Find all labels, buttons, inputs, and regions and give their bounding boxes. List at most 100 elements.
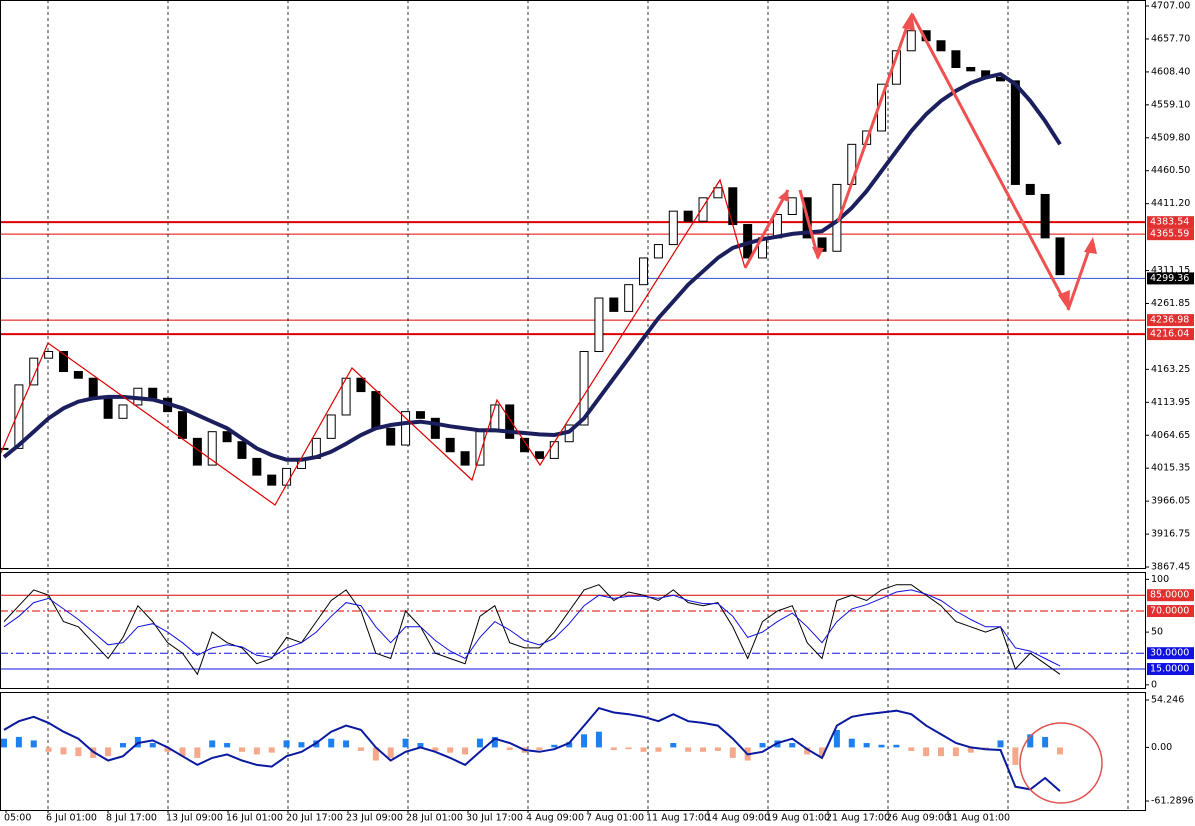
candle <box>267 474 277 486</box>
histogram-bar <box>566 742 573 748</box>
x-tick-label: 4 Aug 09:00 <box>526 813 584 824</box>
candle <box>594 297 604 352</box>
y-tick-label: 4707.00 <box>1151 1 1190 12</box>
y-tick-label: 50 <box>1151 627 1163 638</box>
candle <box>1040 193 1050 239</box>
histogram-bar <box>640 747 647 752</box>
candle <box>29 357 39 386</box>
candle <box>0 447 9 450</box>
candle <box>401 411 411 446</box>
histogram-bar <box>759 743 766 748</box>
candle <box>73 371 83 379</box>
histogram-bar <box>506 747 513 751</box>
level-label-box <box>1147 314 1194 327</box>
annotations <box>0 12 1103 804</box>
candle <box>44 350 54 359</box>
x-tick-label: 21 Aug 17:00 <box>826 813 890 824</box>
arrow-head <box>902 12 915 31</box>
y-tick-label: 4113.95 <box>1151 397 1190 408</box>
candle <box>14 384 24 449</box>
histogram-bar <box>402 738 409 748</box>
candle <box>252 457 262 476</box>
histogram-bar <box>551 744 558 748</box>
arrow-head <box>1058 290 1070 311</box>
histogram-bar <box>372 747 379 761</box>
histogram-bar <box>357 747 364 751</box>
level-label: 4216.04 <box>1150 329 1189 340</box>
histogram-bar <box>149 743 156 748</box>
y-tick-label: 4608.40 <box>1151 66 1190 77</box>
histogram-bar <box>893 744 900 748</box>
y-tick-label: 4015.35 <box>1151 463 1190 474</box>
x-tick-label: 23 Jul 09:00 <box>346 813 403 824</box>
highlight-circle <box>1019 722 1103 804</box>
indicator-line <box>3 584 1061 676</box>
candle <box>936 40 946 52</box>
histogram-bar <box>655 747 662 752</box>
candle <box>282 467 292 486</box>
histogram-bar <box>224 743 231 748</box>
y-tick-label: 4460.50 <box>1151 165 1190 176</box>
histogram-bar <box>714 747 721 751</box>
histogram-bar <box>343 740 350 748</box>
y-tick-label: 4163.25 <box>1151 364 1190 375</box>
candle <box>520 437 530 453</box>
arrow <box>743 189 790 269</box>
histogram-bar <box>878 744 885 748</box>
candle <box>415 411 425 419</box>
level-label: 15.0000 <box>1150 664 1189 675</box>
histogram-bar <box>209 740 216 748</box>
level-label-box <box>1147 589 1194 602</box>
y-tick-label: 54.246 <box>1151 695 1184 706</box>
x-tick-label: 28 Jul 01:00 <box>406 813 463 824</box>
candle <box>609 297 619 312</box>
histogram-bar <box>700 747 707 752</box>
histogram-bar <box>75 747 82 757</box>
histogram-bar <box>595 731 602 748</box>
level-label-box <box>1147 605 1194 618</box>
histogram-bar <box>1042 736 1049 748</box>
x-tick-label: 6 Jul 01:00 <box>46 813 97 824</box>
histogram-bar <box>952 747 959 757</box>
level-label: 4383.54 <box>1150 217 1189 228</box>
level-label-box <box>1147 216 1194 229</box>
histogram-bar <box>997 740 1004 748</box>
histogram-bar <box>581 734 588 748</box>
level-label: 85.0000 <box>1150 590 1189 601</box>
histogram-bar <box>194 747 201 758</box>
level-label: 30.0000 <box>1150 648 1189 659</box>
histogram-bar <box>298 742 305 748</box>
candle <box>505 404 515 439</box>
candle <box>326 414 336 439</box>
grid <box>0 0 1145 810</box>
x-tick-label: 30 Jul 17:00 <box>466 813 523 824</box>
histogram-bar <box>863 743 870 748</box>
candle <box>386 427 396 446</box>
level-label-box <box>1147 328 1194 341</box>
candle <box>148 387 158 399</box>
candle <box>1055 237 1065 276</box>
x-tick-label: 14 Aug 09:00 <box>706 813 770 824</box>
histogram-bar <box>179 747 186 757</box>
y-tick-label: 0.00 <box>1151 742 1172 753</box>
y-tick-label: 0 <box>1151 679 1157 690</box>
candle <box>698 197 708 222</box>
histogram-bar <box>908 747 915 751</box>
candle <box>624 284 634 312</box>
candle <box>88 377 98 399</box>
y-tick-label: 4064.65 <box>1151 430 1190 441</box>
y-tick-label: 4559.10 <box>1151 99 1190 110</box>
histogram-bar <box>15 736 22 748</box>
histogram-bar <box>447 747 454 753</box>
level-label: 4365.59 <box>1150 229 1189 240</box>
candle <box>683 210 693 222</box>
histogram-bar <box>848 738 855 748</box>
arrow <box>1066 243 1093 311</box>
x-tick-label: 11 Aug 17:00 <box>646 813 710 824</box>
histogram-bar <box>268 747 275 753</box>
y-tick-label: 3966.05 <box>1151 496 1190 507</box>
y-tick-label: 4261.85 <box>1151 298 1190 309</box>
candle <box>475 431 485 466</box>
arrow <box>798 189 820 259</box>
